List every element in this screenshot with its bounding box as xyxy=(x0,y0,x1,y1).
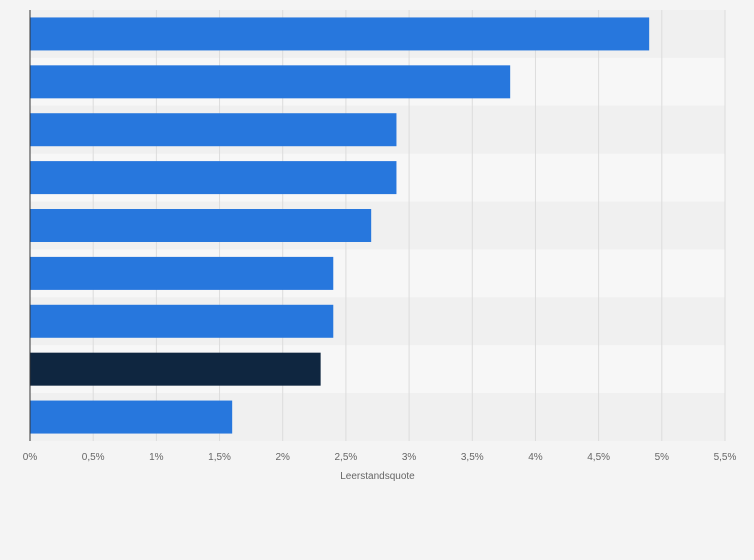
x-tick-label: 3% xyxy=(402,452,417,463)
x-axis-title: Leerstandsquote xyxy=(340,471,415,482)
x-tick-label: 4,5% xyxy=(587,452,610,463)
x-tick-label: 3,5% xyxy=(461,452,484,463)
x-tick-label: 5,5% xyxy=(714,452,737,463)
bar xyxy=(30,304,334,338)
bar xyxy=(30,113,397,147)
x-tick-label: 5% xyxy=(655,452,670,463)
x-tick-labels: 0% 0,5% 1% 1,5% 2% 2,5% 3% 3,5% 4% 4,5% 5% 5,5% xyxy=(23,452,737,463)
x-tick-label: 1% xyxy=(149,452,164,463)
bar xyxy=(30,256,334,290)
bars xyxy=(30,17,650,434)
x-tick-label: 1,5% xyxy=(208,452,231,463)
x-tick-label: 2% xyxy=(276,452,291,463)
bar xyxy=(30,161,397,195)
bar xyxy=(30,209,372,242)
x-tick-label: 0% xyxy=(23,452,38,463)
bar xyxy=(30,17,650,51)
x-tick-label: 4% xyxy=(528,452,543,463)
bar xyxy=(30,65,511,99)
x-tick-label: 0,5% xyxy=(82,452,105,463)
x-tick-label: 2,5% xyxy=(335,452,358,463)
bar xyxy=(30,400,233,434)
bar-highlighted xyxy=(30,352,321,386)
